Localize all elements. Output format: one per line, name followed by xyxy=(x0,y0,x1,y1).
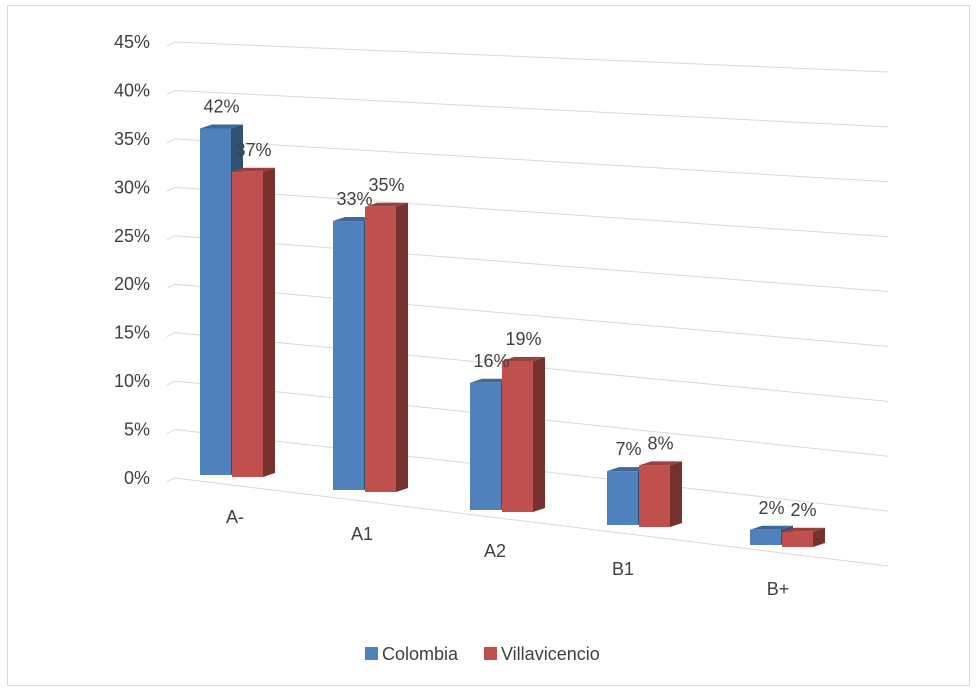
x-tick-label: B1 xyxy=(612,559,634,579)
legend-item-colombia: Colombia xyxy=(365,644,459,664)
y-tick-label: 0% xyxy=(124,468,150,488)
gridline-tick xyxy=(167,478,175,482)
gridline xyxy=(175,42,888,72)
gridline-tick xyxy=(167,284,175,288)
bar-front xyxy=(750,530,781,545)
y-tick-label: 5% xyxy=(124,420,150,440)
bar-side xyxy=(533,357,545,512)
y-tick-label: 30% xyxy=(114,177,150,197)
y-tick-label: 40% xyxy=(114,80,150,100)
y-tick-label: 25% xyxy=(114,226,150,246)
data-label: 2% xyxy=(758,498,784,518)
bar-A1-villavicencio xyxy=(365,203,408,492)
bar-front xyxy=(200,129,231,476)
legend-item-villavicencio: Villavicencio xyxy=(484,644,600,664)
y-tick-label: 45% xyxy=(114,32,150,52)
bar-A--villavicencio xyxy=(232,168,275,477)
gridline-tick xyxy=(167,381,175,385)
gridline-tick xyxy=(167,139,175,143)
bar-front xyxy=(333,221,364,490)
data-label: 37% xyxy=(235,140,271,160)
bar-side xyxy=(396,203,408,492)
y-axis-ticks: 0% 5% 10% 15% 20% 25% 30% 35% 40% 45% xyxy=(114,32,150,488)
x-axis-ticks: A- A1 A2 B1 B+ xyxy=(226,507,789,599)
data-label: 7% xyxy=(615,439,641,459)
data-label: 2% xyxy=(790,500,816,520)
bar-B1-villavicencio xyxy=(639,461,682,527)
data-label: 8% xyxy=(647,433,673,453)
gridline-tick xyxy=(167,236,175,240)
x-tick-label: A2 xyxy=(484,541,506,561)
gridline xyxy=(175,90,888,126)
gridline-tick xyxy=(167,90,175,94)
bar-front xyxy=(607,471,638,525)
bar-B+-villavicencio xyxy=(782,528,825,547)
bar-A2-villavicencio xyxy=(502,357,545,512)
bar-front xyxy=(232,172,263,477)
gridline-tick xyxy=(167,187,175,191)
y-tick-label: 15% xyxy=(114,323,150,343)
bar-front xyxy=(502,361,533,512)
gridline-tick xyxy=(167,42,175,46)
bar-front xyxy=(365,207,396,492)
x-tick-label: B+ xyxy=(767,579,790,599)
bar-front xyxy=(470,383,501,510)
bar-front xyxy=(782,532,813,547)
gridline-tick xyxy=(167,430,175,434)
y-tick-label: 20% xyxy=(114,274,150,294)
data-label: 35% xyxy=(368,175,404,195)
bar-side xyxy=(670,461,682,527)
legend-label: Colombia xyxy=(382,644,459,664)
gridline xyxy=(175,187,888,236)
x-tick-label: A1 xyxy=(351,524,373,544)
legend-swatch xyxy=(365,647,378,660)
gridline xyxy=(175,139,888,182)
bar-side xyxy=(263,168,275,477)
data-label: 16% xyxy=(473,351,509,371)
data-label: 19% xyxy=(505,329,541,349)
data-label: 33% xyxy=(336,189,372,209)
data-label: 42% xyxy=(203,97,239,117)
gridline-tick xyxy=(167,333,175,337)
x-tick-label: A- xyxy=(226,507,244,527)
y-tick-label: 10% xyxy=(114,371,150,391)
legend-label: Villavicencio xyxy=(501,644,600,664)
legend: Colombia Villavicencio xyxy=(365,644,600,664)
gridline xyxy=(175,236,888,292)
y-tick-label: 35% xyxy=(114,129,150,149)
bar-front xyxy=(639,465,670,527)
legend-swatch xyxy=(484,647,497,660)
